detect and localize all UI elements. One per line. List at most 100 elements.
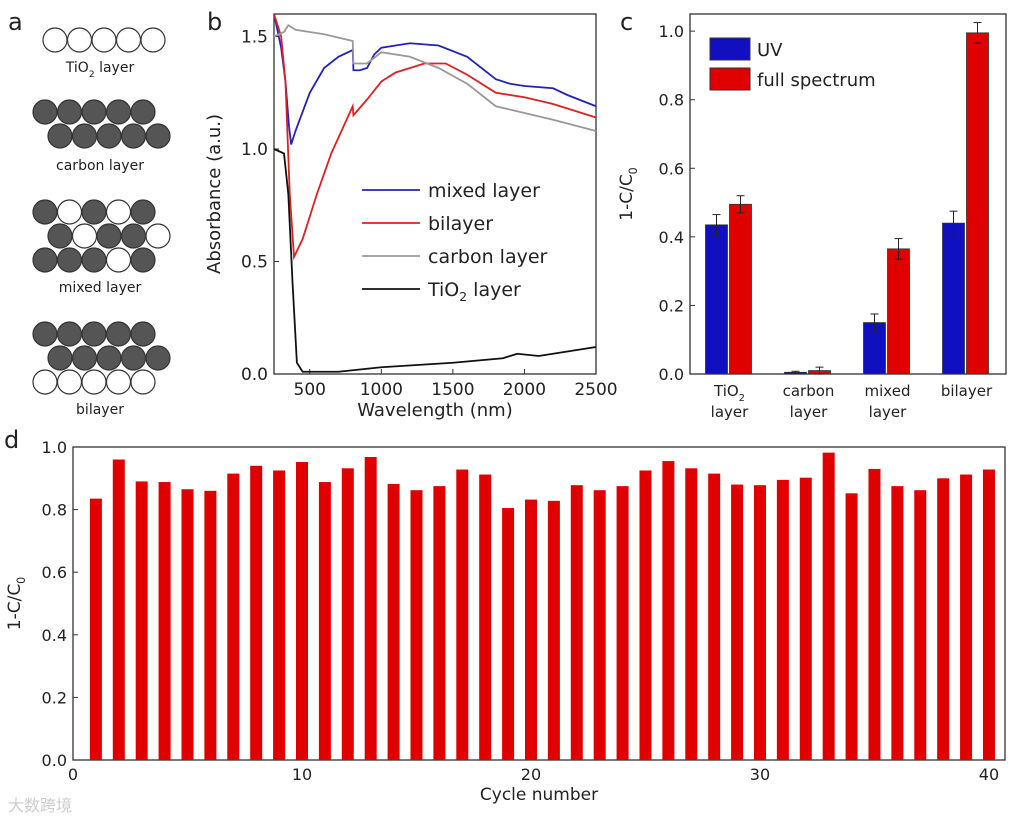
panel-d-x-axis-label: Cycle number [480, 785, 598, 805]
panel-c-category-label-2: mixed [865, 382, 911, 400]
watermark: 大数跨境 [8, 796, 73, 815]
carbon-sphere [130, 199, 156, 225]
panel-a-label-0: TiO2 layer [65, 60, 135, 80]
panel-d-bar [799, 477, 812, 760]
panel-d-bar [914, 490, 927, 760]
panel-c-plot-frame [689, 13, 1007, 375]
tio2-sphere [91, 27, 117, 53]
panel-c-bar [887, 248, 910, 375]
tio2-sphere [71, 223, 98, 249]
panel-b-series-line-3 [273, 148, 597, 373]
carbon-sphere [32, 247, 58, 273]
tio2-sphere [105, 199, 132, 225]
carbon-sphere [96, 123, 122, 149]
panel-b-series-line-0 [273, 13, 597, 145]
panel-b-x-axis-label: Wavelength (nm) [357, 400, 513, 421]
tio2-sphere [56, 369, 83, 395]
panel-d-bar [753, 485, 766, 760]
panel-label-a: a [8, 8, 23, 36]
panel-d-x-tick-label: 20 [521, 765, 541, 784]
carbon-sphere [130, 247, 156, 273]
carbon-sphere [81, 199, 107, 225]
panel-label-c: c [620, 8, 633, 36]
panel-c-legend-swatch-0 [709, 37, 751, 61]
carbon-sphere [71, 345, 98, 371]
panel-d-bar [158, 482, 171, 760]
panel-d-bar [960, 474, 973, 760]
panel-d-bar [731, 484, 744, 760]
panel-b-y-tick-label: 1.5 [241, 28, 268, 48]
panel-c-bar [729, 203, 752, 375]
panel-d-y-tick-label: 0.8 [42, 501, 67, 520]
panel-d-bar [204, 490, 217, 760]
tio2-sphere [140, 27, 166, 53]
panel-d-bar [639, 470, 652, 760]
panel-c-legend-label-0: UV [757, 40, 783, 61]
panel-c-bar [705, 224, 728, 375]
panel-c-bar [966, 32, 989, 375]
panel-d-bar [593, 490, 606, 760]
panel-d-bar [387, 483, 400, 760]
panel-c-category-label-3: bilayer [941, 382, 993, 400]
panel-b-x-tick-label: 2500 [574, 380, 617, 400]
panel-c-y-axis-label: 1-C/C0 [617, 167, 640, 220]
panel-d-bar [364, 457, 377, 760]
panel-c-legend-swatch-1 [709, 67, 751, 91]
panel-d-y-tick-label: 0.0 [42, 751, 67, 770]
carbon-sphere [47, 123, 73, 149]
carbon-sphere [105, 321, 132, 347]
panel-d-bar [502, 508, 515, 760]
carbon-sphere [47, 345, 73, 371]
carbon-sphere [145, 345, 171, 371]
tio2-sphere [56, 199, 83, 225]
carbon-sphere [120, 123, 147, 149]
panel-b-y-tick-label: 1.0 [241, 140, 268, 160]
panel-d-bar [708, 473, 721, 760]
panel-d-bar [89, 498, 102, 760]
panel-d-bar [937, 478, 950, 760]
tio2-sphere [32, 369, 58, 395]
panel-c-category-label-0: TiO2 [713, 382, 745, 404]
panel-d-x-tick-label: 30 [750, 765, 770, 784]
panel-c-bar [942, 222, 965, 375]
panel-c-y-tick-label: 0.4 [659, 228, 684, 247]
panel-d-bar [570, 485, 583, 760]
panel-b-x-tick-label: 1500 [431, 380, 474, 400]
carbon-sphere [130, 321, 156, 347]
panel-d-x-tick-label: 40 [979, 765, 999, 784]
panel-c-category-label-2: layer [869, 403, 907, 421]
panel-d-bar [891, 486, 904, 760]
panel-d-bar [227, 473, 240, 760]
tio2-sphere [81, 369, 107, 395]
panel-c-y-tick-label: 0.0 [659, 365, 684, 384]
panel-a-label-1: carbon layer [56, 158, 144, 174]
panel-d-y-axis-label: 1-C/C0 [5, 577, 28, 630]
panel-d-bar [845, 493, 858, 760]
carbon-sphere [81, 99, 107, 125]
panel-b-y-axis-label: Absorbance (a.u.) [204, 114, 225, 274]
panel-b-legend-label-1: bilayer [428, 213, 493, 235]
carbon-sphere [96, 223, 122, 249]
panel-d-y-tick-label: 1.0 [42, 438, 67, 457]
panel-d-bar [456, 469, 469, 760]
panel-a-label-2: mixed layer [59, 280, 142, 296]
panel-c-category-label-0: layer [711, 403, 749, 421]
panel-b-y-tick-label: 0.0 [241, 365, 268, 385]
panel-d-bar [273, 470, 286, 760]
panel-d-bar [822, 452, 835, 760]
panel-d-bar [295, 462, 308, 760]
carbon-sphere [47, 223, 73, 249]
panel-d-bar [112, 459, 125, 760]
panel-d-bar [135, 481, 148, 760]
panel-c-legend-label-1: full spectrum [757, 70, 876, 91]
panel-d-y-tick-label: 0.2 [42, 688, 67, 707]
carbon-sphere [130, 99, 156, 125]
tio2-sphere [105, 369, 132, 395]
panel-d-bar [410, 490, 423, 760]
panel-d-x-tick-label: 0 [68, 765, 78, 784]
panel-c-category-label-1: carbon [783, 382, 835, 400]
panel-d-plot-frame [72, 446, 1006, 761]
carbon-sphere [56, 99, 83, 125]
panel-b-legend-label-2: carbon layer [428, 246, 548, 268]
